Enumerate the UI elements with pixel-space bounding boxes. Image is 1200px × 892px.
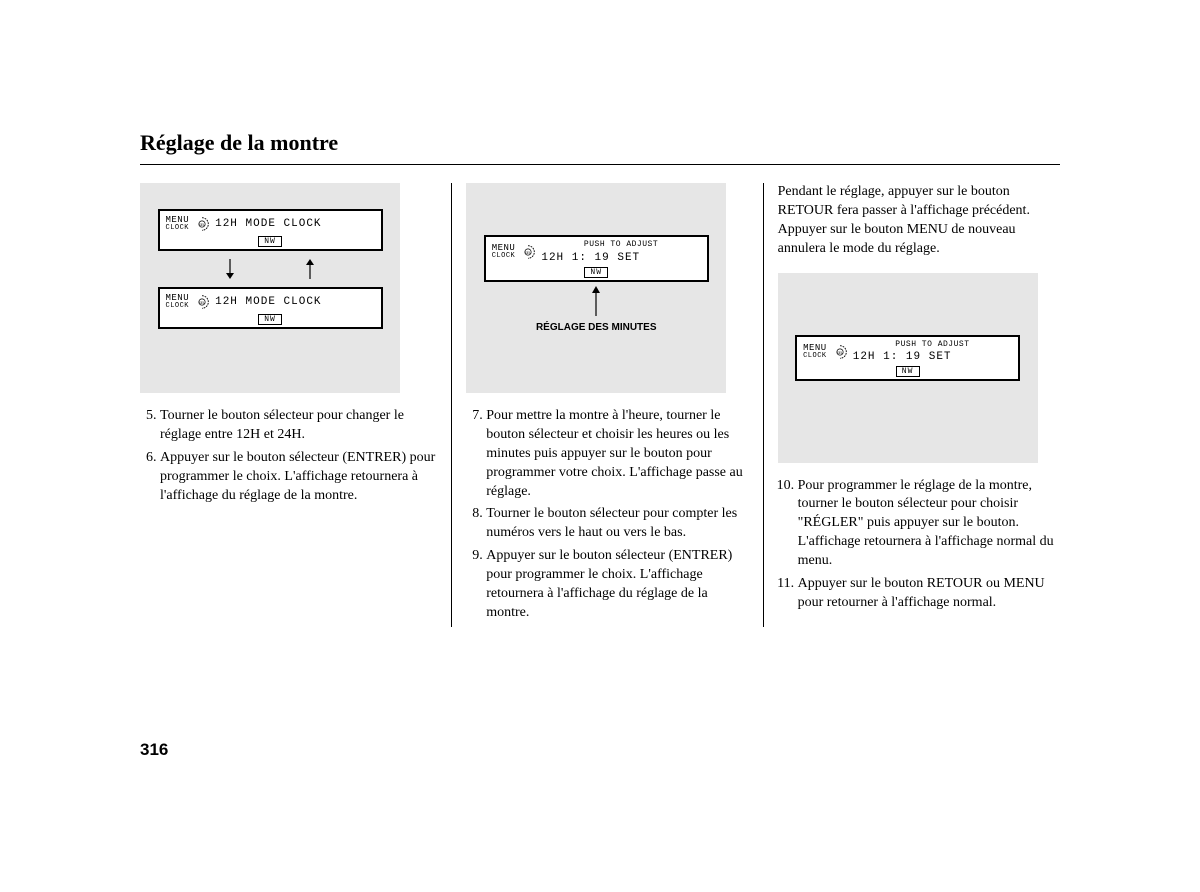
- svg-text:SEL: SEL: [525, 251, 532, 255]
- lcd-push-line: PUSH TO ADJUST: [541, 241, 700, 250]
- lcd-panel-adjust: MENU CLOCK SEL PUSH TO ADJUST 12H 1:: [484, 235, 709, 282]
- step-7: Pour mettre la montre à l'heure, tourner…: [486, 407, 748, 501]
- page-title: Réglage de la montre: [140, 130, 1060, 156]
- nw-badge: NW: [258, 236, 282, 247]
- svg-text:SEL: SEL: [199, 223, 206, 227]
- clock-label: CLOCK: [166, 303, 190, 310]
- step-9: Appuyer sur le bouton sélecteur (ENTRER)…: [486, 547, 748, 623]
- steps-col1: Tourner le bouton sélecteur pour changer…: [140, 407, 437, 505]
- step-10: Pour programmer le réglage de la montre,…: [798, 477, 1060, 571]
- title-rule: [140, 164, 1060, 165]
- column-2: MENU CLOCK SEL PUSH TO ADJUST 12H 1:: [451, 183, 748, 627]
- step-5: Tourner le bouton sélecteur pour changer…: [160, 407, 437, 445]
- page-number: 316: [140, 740, 168, 760]
- selector-dial-icon: SEL: [519, 243, 537, 261]
- figure-1: MENU CLOCK SEL 12H MODE CLOCK: [140, 183, 400, 393]
- lcd-mode-line: 12H MODE CLOCK: [215, 218, 374, 230]
- steps-col2: Pour mettre la montre à l'heure, tourner…: [466, 407, 748, 623]
- clock-label: CLOCK: [803, 353, 827, 360]
- figure-2-caption: RÉGLAGE DES MINUTES: [536, 322, 657, 333]
- step-6: Appuyer sur le bouton sélecteur (ENTRER)…: [160, 449, 437, 506]
- col3-intro: Pendant le réglage, appuyer sur le bouto…: [778, 183, 1060, 259]
- steps-col3: Pour programmer le réglage de la montre,…: [778, 477, 1060, 613]
- step-8: Tourner le bouton sélecteur pour compter…: [486, 505, 748, 543]
- lcd-time-line: 12H 1: 19 SET: [853, 351, 1012, 363]
- columns: MENU CLOCK SEL 12H MODE CLOCK: [140, 183, 1060, 627]
- lcd-mode-line: 12H MODE CLOCK: [215, 296, 374, 308]
- arrow-down-icon: [225, 259, 235, 279]
- svg-text:SEL: SEL: [199, 301, 206, 305]
- lcd-panel-top: MENU CLOCK SEL 12H MODE CLOCK: [158, 209, 383, 251]
- lcd-push-line: PUSH TO ADJUST: [853, 341, 1012, 350]
- clock-label: CLOCK: [492, 253, 516, 260]
- figure-2: MENU CLOCK SEL PUSH TO ADJUST 12H 1:: [466, 183, 726, 393]
- svg-text:SEL: SEL: [836, 351, 843, 355]
- selector-dial-icon: SEL: [831, 343, 849, 361]
- lcd-panel-bottom: MENU CLOCK SEL 12H MODE CLOCK: [158, 287, 383, 329]
- lcd-panel-set: MENU CLOCK SEL PUSH TO ADJUST 12H 1:: [795, 335, 1020, 382]
- arrow-up-icon: [305, 259, 315, 279]
- lcd-time-line: 12H 1: 19 SET: [541, 252, 700, 264]
- selector-dial-icon: SEL: [193, 215, 211, 233]
- nw-badge: NW: [896, 366, 920, 377]
- column-3: Pendant le réglage, appuyer sur le bouto…: [763, 183, 1060, 627]
- nw-badge: NW: [258, 314, 282, 325]
- clock-label: CLOCK: [166, 225, 190, 232]
- nw-badge: NW: [584, 267, 608, 278]
- arrow-up-icon: [591, 286, 601, 316]
- selector-dial-icon: SEL: [193, 293, 211, 311]
- figure-3: MENU CLOCK SEL PUSH TO ADJUST 12H 1:: [778, 273, 1038, 463]
- step-11: Appuyer sur le bouton RETOUR ou MENU pou…: [798, 575, 1060, 613]
- column-1: MENU CLOCK SEL 12H MODE CLOCK: [140, 183, 437, 627]
